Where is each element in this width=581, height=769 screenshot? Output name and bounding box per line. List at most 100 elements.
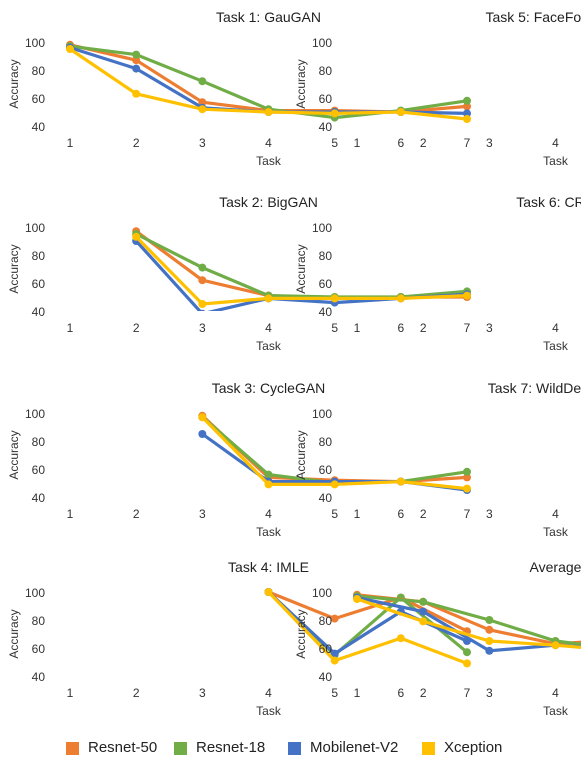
y-tick-label: 100	[25, 221, 45, 235]
data-point-xception	[264, 108, 273, 116]
legend-swatch-resnet-18	[174, 742, 187, 755]
x-tick-label: 3	[199, 507, 206, 521]
panel-title: Task 1: GauGAN	[216, 9, 321, 25]
legend-label-xception: Xception	[444, 739, 503, 756]
data-point-xception	[264, 294, 273, 303]
x-tick-label: 2	[420, 507, 427, 521]
y-tick-label: 100	[312, 407, 332, 421]
legend-swatch-xception	[422, 742, 435, 755]
y-tick-label: 60	[32, 277, 46, 291]
y-tick-label: 100	[312, 36, 332, 50]
series-xception	[198, 413, 471, 493]
x-tick-label: 7	[464, 136, 471, 150]
data-point-xception	[396, 294, 405, 303]
y-tick-label: 80	[32, 249, 46, 263]
x-tick-label: 3	[199, 321, 206, 335]
y-tick-label: 80	[32, 435, 46, 449]
x-axis-label: Task	[256, 525, 282, 539]
data-point-xception	[198, 413, 207, 422]
x-tick-label: 3	[486, 321, 493, 335]
panel-title: Task 7: WildDeepfake	[488, 380, 581, 396]
data-point-mobilenet-v2	[132, 64, 141, 73]
series-xception	[353, 595, 581, 650]
series-xception	[132, 232, 471, 308]
panel-title: Task 6: CRN	[516, 194, 581, 210]
data-point-mobilenet-v2	[463, 109, 471, 118]
series-line-resnet-18	[200, 415, 469, 485]
y-tick-label: 80	[32, 64, 46, 78]
series-line-resnet-18	[134, 232, 469, 299]
x-tick-label: 7	[464, 507, 471, 521]
data-point-mobilenet-v2	[419, 607, 428, 616]
panel-task-1-gaugan: Task 1: GauGAN 40 60 80 100 1 2 3 4 5 6 7 Task Accura…	[7, 9, 471, 168]
data-point-xception	[463, 484, 471, 493]
panel-title: Average	[530, 559, 581, 575]
y-tick-label: 60	[32, 92, 46, 106]
y-tick-label: 40	[32, 491, 46, 505]
y-axis-label: Accuracy	[7, 59, 21, 108]
x-tick-label: 4	[552, 136, 559, 150]
data-point-xception	[396, 108, 405, 116]
x-axis-label: Task	[256, 154, 282, 168]
x-tick-label: 7	[464, 321, 471, 335]
x-tick-label: 4	[265, 507, 272, 521]
x-tick-label: 4	[552, 686, 559, 700]
x-tick-label: 2	[420, 686, 427, 700]
x-tick-label: 4	[265, 321, 272, 335]
y-tick-label: 40	[319, 120, 333, 134]
x-tick-label: 3	[486, 507, 493, 521]
x-tick-label: 4	[552, 321, 559, 335]
x-tick-label: 4	[265, 686, 272, 700]
data-point-xception	[264, 588, 273, 596]
data-point-mobilenet-v2	[330, 649, 339, 658]
data-point-xception	[396, 477, 405, 486]
x-tick-label: 4	[552, 507, 559, 521]
data-point-xception	[463, 659, 471, 668]
series-line-resnet-50	[200, 414, 469, 484]
data-point-xception	[353, 595, 361, 603]
x-axis-label: Task	[543, 525, 569, 539]
x-tick-label: 3	[486, 686, 493, 700]
x-tick-label: 1	[67, 136, 74, 150]
x-tick-label: 3	[486, 136, 493, 150]
panel-task-2-biggan: Task 2: BigGAN 40 60 80 100 1 2 3 4 5 6 7 Task Accura…	[7, 194, 471, 353]
series-line-xception	[134, 235, 469, 306]
x-tick-label: 2	[133, 136, 140, 150]
x-tick-label: 1	[354, 321, 361, 335]
y-tick-label: 100	[25, 407, 45, 421]
y-tick-label: 100	[25, 36, 45, 50]
x-axis-label: Task	[543, 154, 569, 168]
legend-swatch-resnet-50	[66, 742, 79, 755]
legend-label-mobilenet-v2: Mobilenet-V2	[310, 739, 399, 756]
x-tick-label: 5	[331, 686, 338, 700]
panel-title: Task 3: CycleGAN	[212, 380, 326, 396]
y-tick-label: 100	[312, 586, 332, 600]
data-point-resnet-18	[419, 597, 428, 606]
data-point-xception	[330, 656, 339, 665]
x-tick-label: 6	[397, 507, 404, 521]
data-point-xception	[330, 294, 339, 303]
data-point-resnet-18	[198, 263, 207, 272]
data-point-resnet-50	[132, 56, 141, 65]
x-axis-label: Task	[256, 704, 282, 718]
data-point-resnet-18	[132, 50, 141, 59]
y-tick-label: 100	[25, 586, 45, 600]
panel-task-6-crn: Task 6: CRN 40 60 80 100 1 2 3 4 5 6 7 Task Accuracy	[294, 194, 581, 353]
x-tick-label: 1	[354, 507, 361, 521]
data-point-mobilenet-v2	[485, 646, 494, 655]
data-point-resnet-18	[264, 470, 273, 479]
y-tick-label: 60	[32, 642, 46, 656]
x-tick-label: 5	[331, 136, 338, 150]
legend-label-resnet-50: Resnet-50	[88, 739, 158, 756]
panel-task-7-wilddeepfake: Task 7: WildDeepfake 40 60 80 100 1 2 3 4 5 6 7 Task…	[294, 380, 581, 539]
panel-task-5-faceforensics: Task 5: FaceForensics 40 60 80 100 1 2 3 4 5 6 7 Tas…	[294, 9, 581, 168]
y-tick-label: 80	[319, 435, 333, 449]
y-axis-label: Accuracy	[294, 244, 308, 293]
x-tick-label: 3	[199, 686, 206, 700]
chart-legend: Resnet-50 Resnet-18 Mobilenet-V2 Xceptio…	[0, 736, 581, 762]
x-tick-label: 2	[133, 321, 140, 335]
x-tick-label: 2	[133, 507, 140, 521]
y-tick-label: 60	[319, 642, 333, 656]
data-point-resnet-50	[463, 473, 471, 482]
panel-title: Task 4: IMLE	[228, 559, 309, 575]
